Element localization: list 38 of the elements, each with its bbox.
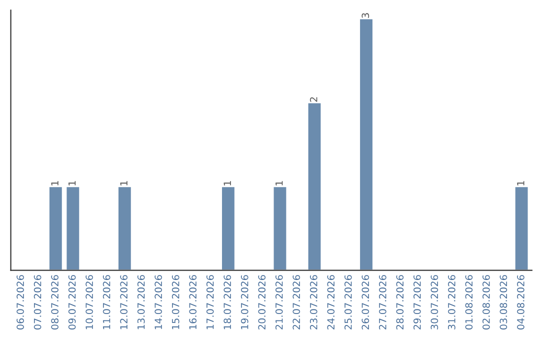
data-label: 1 — [68, 181, 76, 186]
x-tick-label: 25.07.2026 — [344, 275, 352, 330]
x-tick-label: 08.07.2026 — [51, 275, 58, 330]
x-tick-label: 15.07.2026 — [172, 275, 180, 330]
data-label: 1 — [517, 181, 524, 186]
x-tick-label: 31.07.2026 — [448, 275, 456, 330]
x-tick-label: 10.07.2026 — [86, 275, 93, 330]
x-tick-label: 20.07.2026 — [258, 275, 266, 330]
data-label: 2 — [310, 97, 318, 102]
data-label: 1 — [276, 181, 283, 186]
x-tick-label: 07.07.2026 — [34, 275, 42, 330]
x-tick-label: 03.08.2026 — [500, 275, 508, 330]
x-tick-label: 11.07.2026 — [102, 275, 110, 330]
x-tick-label: 27.07.2026 — [378, 275, 386, 330]
x-tick-label: 06.07.2026 — [16, 275, 24, 330]
x-tick-label: 17.07.2026 — [206, 275, 214, 330]
x-tick-label: 09.07.2026 — [68, 275, 76, 330]
data-label: 1 — [224, 181, 231, 186]
x-tick-label: 02.08.2026 — [482, 275, 490, 330]
x-tick-label: 16.07.2026 — [189, 275, 197, 330]
x-tick-label: 04.08.2026 — [517, 275, 524, 330]
x-tick-label: 26.07.2026 — [362, 275, 370, 330]
x-tick-label: 19.07.2026 — [240, 275, 248, 330]
data-label: 1 — [120, 181, 128, 186]
x-tick-label: 24.07.2026 — [327, 275, 335, 330]
data-label: 3 — [362, 13, 370, 18]
x-tick-label: 23.07.2026 — [310, 275, 318, 330]
x-tick-label: 29.07.2026 — [413, 275, 421, 330]
x-tick-label: 13.07.2026 — [137, 275, 145, 330]
x-tick-label: 21.07.2026 — [275, 275, 283, 330]
x-tick-label: 01.08.2026 — [465, 275, 473, 330]
x-tick-label: 30.07.2026 — [430, 275, 438, 330]
x-tick-label: 28.07.2026 — [396, 275, 404, 330]
data-label: 1 — [51, 181, 58, 186]
x-tick-label: 14.07.2026 — [154, 275, 162, 330]
x-tick-label: 22.07.2026 — [292, 275, 300, 330]
x-tick-label: 18.07.2026 — [224, 275, 232, 330]
x-tick-label: 12.07.2026 — [120, 275, 128, 330]
